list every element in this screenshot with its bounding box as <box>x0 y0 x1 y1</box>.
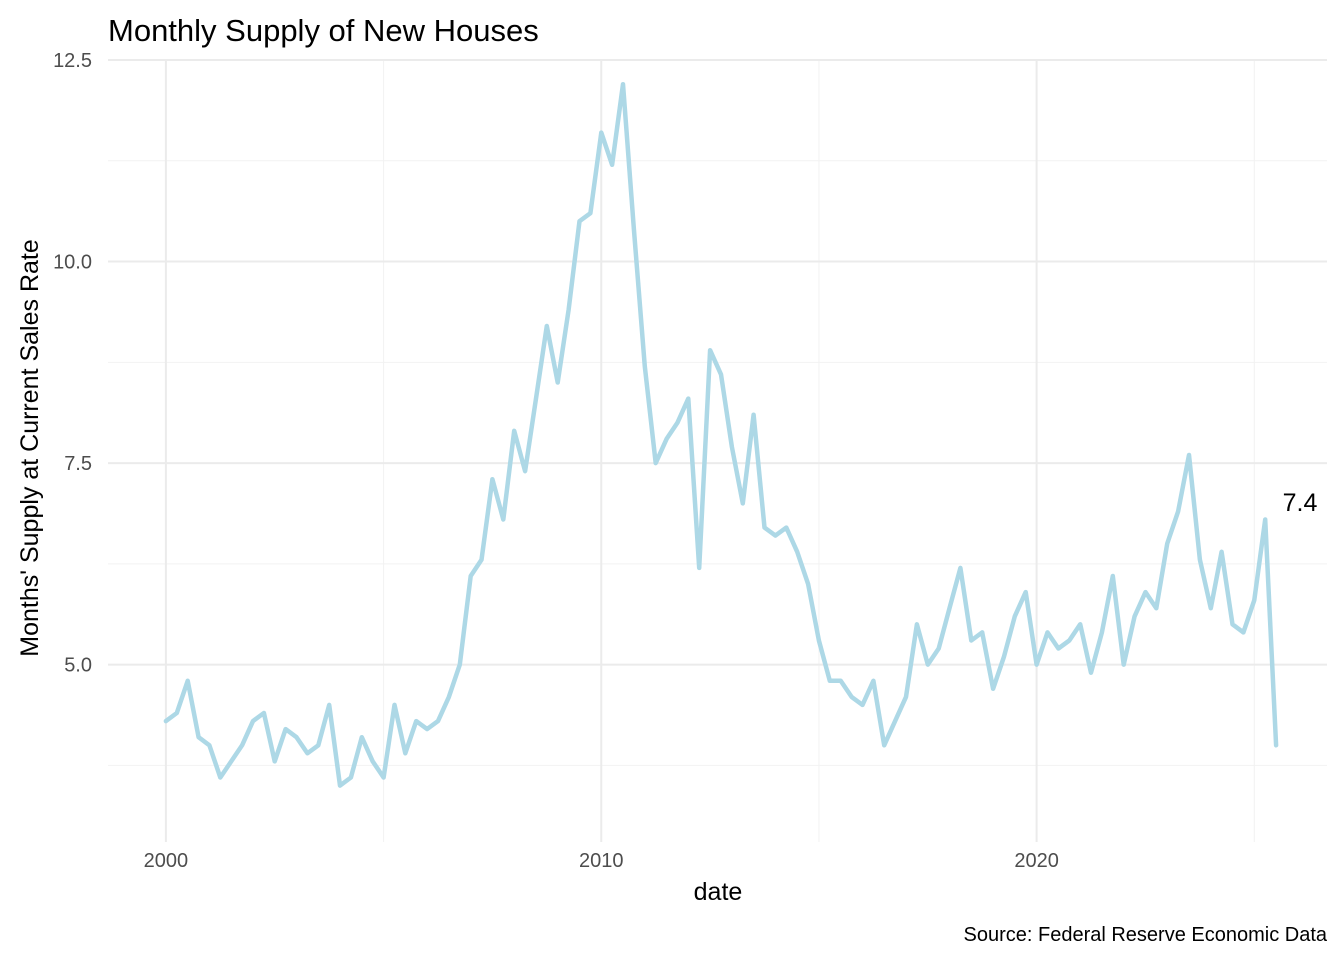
x-axis-ticks: 2000 2010 2020 <box>144 850 1059 872</box>
x-tick-label: 2010 <box>579 850 624 872</box>
end-value-label: 7.4 <box>1283 489 1318 517</box>
supply-series-line <box>163 81 1279 788</box>
y-axis-title: Months' Supply at Current Sales Rate <box>16 239 44 656</box>
minor-gridlines <box>108 60 1327 842</box>
source-caption: Source: Federal Reserve Economic Data <box>964 924 1328 946</box>
x-axis-title: date <box>694 878 743 906</box>
y-axis-ticks: 5.0 7.5 10.0 12.5 <box>53 50 92 677</box>
y-tick-label: 5.0 <box>64 655 92 677</box>
x-tick-label: 2000 <box>144 850 189 872</box>
chart-title: Monthly Supply of New Houses <box>108 13 539 48</box>
series-layer <box>163 81 1279 788</box>
y-tick-label: 12.5 <box>53 50 92 72</box>
x-tick-label: 2020 <box>1014 850 1059 872</box>
y-tick-label: 7.5 <box>64 453 92 475</box>
major-gridlines <box>108 59 1327 842</box>
y-tick-label: 10.0 <box>53 252 92 274</box>
